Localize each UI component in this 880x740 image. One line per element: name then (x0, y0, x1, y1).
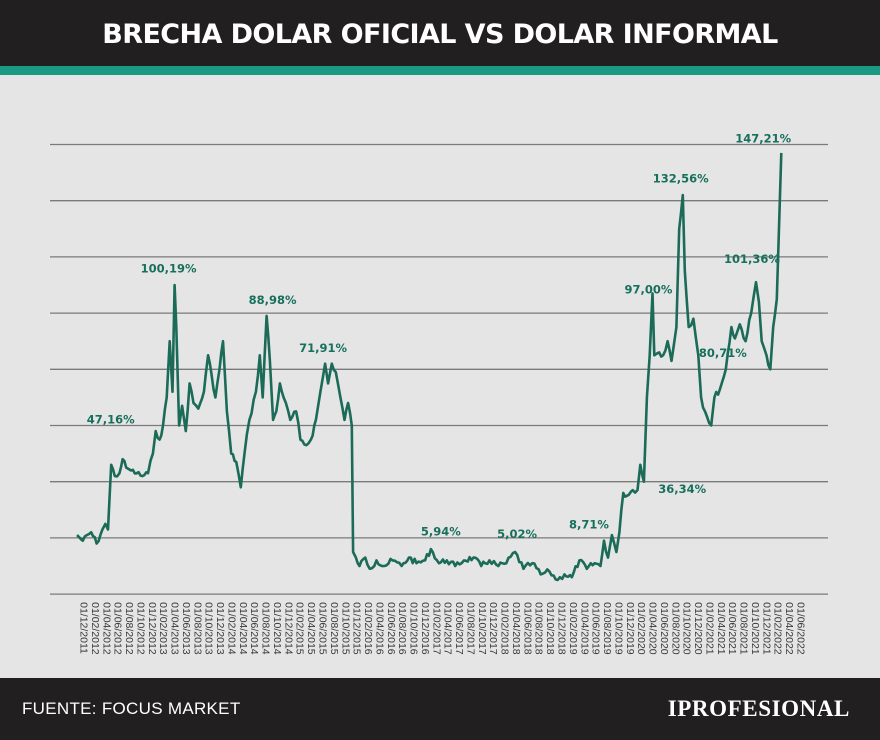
x-tick-label: 01/02/2018 (499, 602, 511, 655)
x-tick-label: 01/02/2017 (430, 602, 442, 655)
x-tick-label: 01/08/2017 (464, 602, 476, 655)
x-tick-label: 01/06/2018 (521, 602, 533, 655)
x-tick-label: 01/12/2011 (78, 602, 90, 654)
x-axis-ticks: 01/12/2011 01/02/2012 01/04/2012 01/06/2012… (78, 602, 807, 655)
x-tick-label: 01/06/2016 (385, 602, 397, 655)
x-tick-label: 01/12/2018 (556, 602, 568, 655)
x-tick-label: 01/06/2022 (795, 602, 807, 655)
x-tick-label: 01/02/2021 (703, 602, 715, 655)
brand-logo: IPROFESIONAL (667, 696, 850, 721)
x-tick-label: 01/06/2019 (590, 602, 602, 655)
x-tick-label: 01/10/2019 (612, 602, 624, 655)
annotation-label: 101,36% (724, 252, 780, 266)
x-tick-label: 01/12/2013 (214, 602, 226, 655)
footer-bar (0, 678, 880, 740)
x-tick-label: 01/06/2012 (112, 602, 124, 655)
x-tick-label: 01/08/2013 (191, 602, 203, 655)
x-tick-label: 01/08/2012 (123, 602, 135, 655)
x-tick-label: 01/02/2015 (294, 602, 306, 655)
x-tick-label: 01/08/2019 (601, 602, 613, 655)
x-tick-label: 01/12/2015 (351, 602, 363, 655)
annotation-label: 8,71% (569, 518, 609, 532)
x-tick-label: 01/02/2013 (157, 602, 169, 655)
x-tick-label: 01/08/2015 (328, 602, 340, 655)
annotations: 47,16% 100,19% 88,98% 71,91% 5,94% 5,02% 8,71%… (87, 131, 792, 541)
accent-bar (0, 66, 880, 75)
x-tick-label: 01/10/2015 (339, 602, 351, 655)
annotation-label: 5,02% (497, 527, 537, 541)
x-tick-label: 01/04/2018 (510, 602, 522, 655)
header-bar (0, 0, 880, 66)
x-tick-label: 01/06/2020 (658, 602, 670, 655)
annotation-label: 80,71% (699, 346, 747, 360)
annotation-label: 47,16% (87, 413, 135, 427)
x-tick-label: 01/06/2017 (453, 602, 465, 655)
x-tick-label: 01/02/2014 (225, 602, 237, 655)
annotation-label: 100,19% (141, 262, 197, 276)
x-tick-label: 01/04/2021 (715, 602, 727, 655)
x-tick-label: 01/10/2014 (271, 602, 283, 655)
x-tick-label: 01/04/2020 (647, 602, 659, 655)
x-tick-label: 01/10/2016 (408, 602, 420, 655)
x-tick-label: 01/10/2017 (476, 602, 488, 655)
x-tick-label: 01/02/2016 (362, 602, 374, 655)
x-tick-label: 01/04/2019 (578, 602, 590, 655)
x-tick-label: 01/12/2012 (146, 602, 158, 655)
x-tick-label: 01/10/2020 (681, 602, 693, 655)
x-tick-label: 01/10/2021 (749, 602, 761, 655)
x-tick-label: 01/12/2017 (487, 602, 499, 655)
x-tick-label: 01/12/2016 (419, 602, 431, 655)
x-tick-label: 01/02/2012 (89, 602, 101, 655)
annotation-label: 147,21% (735, 131, 791, 145)
page-title: BRECHA DOLAR OFICIAL VS DOLAR INFORMAL (102, 19, 778, 50)
series-line (76, 152, 783, 582)
x-tick-label: 01/10/2018 (544, 602, 556, 655)
x-tick-label: 01/08/2016 (396, 602, 408, 655)
annotation-label: 5,94% (421, 524, 461, 538)
x-tick-label: 01/08/2021 (738, 602, 750, 655)
x-tick-label: 01/04/2017 (442, 602, 454, 655)
annotation-label: 97,00% (625, 282, 673, 296)
series-group (76, 152, 783, 582)
x-tick-label: 01/04/2013 (169, 602, 181, 655)
x-tick-label: 01/08/2018 (533, 602, 545, 655)
x-tick-label: 01/06/2021 (726, 602, 738, 655)
x-tick-label: 01/02/2022 (772, 602, 784, 655)
x-tick-label: 01/04/2012 (100, 602, 112, 655)
x-tick-label: 01/12/2014 (282, 602, 294, 655)
x-tick-label: 01/08/2014 (260, 602, 272, 655)
annotation-label: 88,98% (249, 293, 297, 307)
x-tick-label: 01/02/2019 (567, 602, 579, 655)
x-tick-label: 01/10/2013 (203, 602, 215, 655)
x-tick-label: 01/12/2021 (760, 602, 772, 655)
x-tick-label: 01/10/2012 (134, 602, 146, 655)
x-tick-label: 01/06/2014 (248, 602, 260, 655)
annotation-label: 71,91% (299, 341, 347, 355)
x-tick-label: 01/06/2015 (317, 602, 329, 655)
x-tick-label: 01/08/2020 (669, 602, 681, 655)
plot-background (0, 75, 880, 678)
x-tick-label: 01/02/2020 (635, 602, 647, 655)
x-tick-label: 01/06/2013 (180, 602, 192, 655)
source-label: FUENTE: FOCUS MARKET (22, 699, 241, 718)
x-tick-label: 01/04/2015 (305, 602, 317, 655)
x-tick-label: 01/12/2020 (692, 602, 704, 655)
annotation-label: 132,56% (653, 172, 709, 186)
x-tick-label: 01/12/2019 (624, 602, 636, 655)
x-tick-label: 01/04/2014 (237, 602, 249, 655)
x-tick-label: 01/04/2022 (783, 602, 795, 655)
x-tick-label: 01/04/2016 (373, 602, 385, 655)
annotation-label: 36,34% (658, 482, 706, 496)
